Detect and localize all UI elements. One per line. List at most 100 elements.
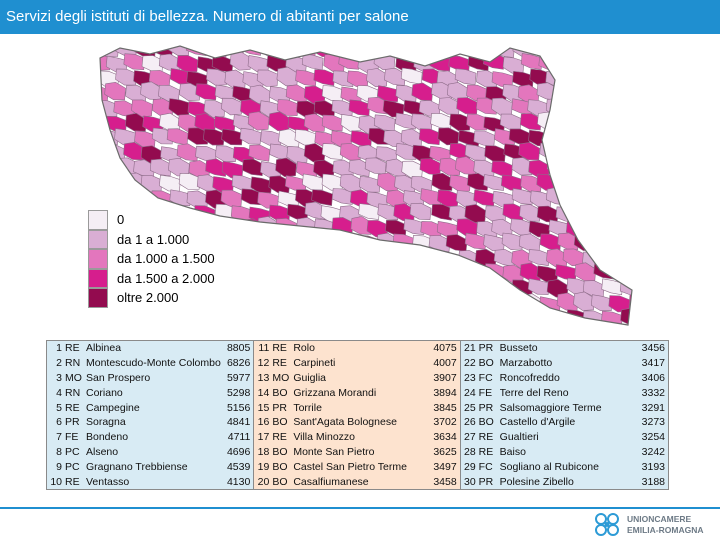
municipality-area bbox=[80, 86, 90, 102]
municipality-area bbox=[476, 46, 498, 56]
municipality-area bbox=[411, 82, 434, 102]
municipality-area bbox=[618, 46, 632, 58]
municipality-area bbox=[377, 322, 400, 325]
municipality-area bbox=[107, 172, 129, 191]
municipality-area bbox=[140, 175, 163, 193]
municipality-area bbox=[572, 173, 595, 191]
row-value: 6826 bbox=[226, 357, 251, 370]
municipality-area bbox=[520, 323, 543, 325]
municipality-area bbox=[484, 145, 506, 162]
table-row: 29 FC Sogliano al Rubicone 3193 bbox=[461, 459, 668, 474]
municipality-area bbox=[100, 130, 102, 148]
municipality-area bbox=[590, 294, 613, 312]
row-province: FC bbox=[478, 460, 493, 473]
municipality-area bbox=[283, 232, 306, 250]
row-province: RE bbox=[65, 475, 80, 488]
legend-item: da 1.500 a 2.000 bbox=[88, 268, 248, 288]
municipality-area bbox=[339, 143, 362, 161]
row-rank: 24 bbox=[463, 386, 476, 399]
municipality-area bbox=[239, 127, 262, 145]
row-municipality: Campegine bbox=[86, 401, 140, 414]
municipality-area bbox=[456, 97, 478, 115]
municipality-area bbox=[591, 55, 613, 73]
municipality-area bbox=[536, 205, 559, 223]
municipality-area bbox=[100, 187, 117, 205]
municipality-area bbox=[116, 191, 139, 208]
municipality-area bbox=[410, 294, 433, 313]
row-rank: 3 bbox=[56, 371, 62, 384]
row-province: MO bbox=[272, 371, 290, 384]
municipality-area bbox=[608, 235, 631, 253]
municipality-area bbox=[574, 84, 597, 104]
municipality-area bbox=[185, 46, 208, 57]
row-municipality: Roncofreddo bbox=[499, 371, 560, 384]
table-row: 27 RE Gualtieri 3254 bbox=[461, 430, 668, 445]
row-value: 4539 bbox=[226, 460, 251, 473]
municipality-area bbox=[519, 113, 542, 131]
municipality-area bbox=[518, 142, 541, 161]
row-value: 3456 bbox=[641, 342, 665, 355]
row-municipality: Guiglia bbox=[293, 371, 327, 384]
municipality-area bbox=[287, 296, 310, 314]
municipality-area bbox=[80, 174, 90, 190]
municipality-area bbox=[626, 265, 632, 282]
municipality-area bbox=[395, 84, 418, 103]
municipality-area bbox=[611, 51, 632, 70]
municipality-area bbox=[628, 233, 632, 251]
row-province: PC bbox=[65, 460, 80, 473]
municipality-area bbox=[176, 55, 199, 73]
municipality-area bbox=[348, 281, 371, 299]
municipality-area bbox=[599, 46, 622, 58]
municipality-area bbox=[203, 100, 226, 119]
row-municipality: Sant'Agata Bolognese bbox=[293, 416, 397, 429]
municipality-area bbox=[465, 321, 488, 325]
row-province: BO bbox=[272, 460, 288, 473]
municipality-area bbox=[449, 174, 471, 192]
row-province: PR bbox=[478, 401, 494, 414]
row-municipality: Sogliano al Rubicone bbox=[499, 460, 599, 473]
legend-item: oltre 2.000 bbox=[88, 288, 248, 308]
municipality-area bbox=[620, 161, 632, 178]
row-value: 3894 bbox=[433, 386, 457, 399]
row-value: 3417 bbox=[641, 357, 665, 370]
municipality-area bbox=[472, 311, 495, 325]
municipality-area bbox=[80, 309, 82, 325]
municipality-area bbox=[100, 173, 109, 191]
municipality-area bbox=[311, 189, 333, 206]
municipality-area bbox=[437, 279, 459, 297]
municipality-area bbox=[639, 99, 640, 115]
table-row: 26 BO Castello d'Argile 3273 bbox=[461, 415, 668, 430]
municipality-area bbox=[430, 265, 452, 283]
municipality-area bbox=[257, 248, 280, 267]
row-value: 3406 bbox=[641, 371, 665, 384]
municipality-area bbox=[313, 69, 336, 86]
municipality-area bbox=[538, 54, 561, 72]
municipality-area bbox=[617, 219, 632, 238]
municipality-area bbox=[465, 265, 488, 283]
municipality-area bbox=[275, 46, 298, 57]
row-province: PC bbox=[65, 445, 80, 458]
municipality-area bbox=[266, 262, 288, 281]
row-value: 8805 bbox=[226, 342, 251, 355]
municipality-area bbox=[149, 158, 172, 177]
municipality-area bbox=[100, 71, 102, 89]
table-row: 1 RE Albinea 8805 bbox=[47, 341, 253, 356]
municipality-area bbox=[422, 278, 445, 297]
municipality-area bbox=[366, 68, 388, 88]
municipality-area bbox=[638, 221, 640, 238]
row-municipality: Terre del Reno bbox=[499, 386, 569, 399]
footer-divider bbox=[0, 507, 720, 509]
municipality-area bbox=[221, 97, 243, 116]
municipality-area bbox=[366, 46, 388, 55]
municipality-area bbox=[592, 115, 615, 133]
municipality-area bbox=[573, 291, 595, 311]
table-row: 20 BO Casalfiumanese 3458 bbox=[254, 474, 459, 489]
municipality-area bbox=[348, 159, 371, 177]
table-row: 8 PC Alseno 4696 bbox=[47, 445, 253, 460]
unioncamere-logo: UNIONCAMERE EMILIA-ROMAGNA bbox=[592, 510, 717, 538]
legend-swatch bbox=[88, 288, 108, 308]
municipality-area bbox=[440, 309, 462, 325]
municipality-area bbox=[205, 46, 228, 59]
ranking-column: 21 PR Busseto 3456 22 BO Marzabotto 3417 23 FC Ron… bbox=[460, 341, 668, 489]
municipality-area bbox=[402, 280, 424, 298]
